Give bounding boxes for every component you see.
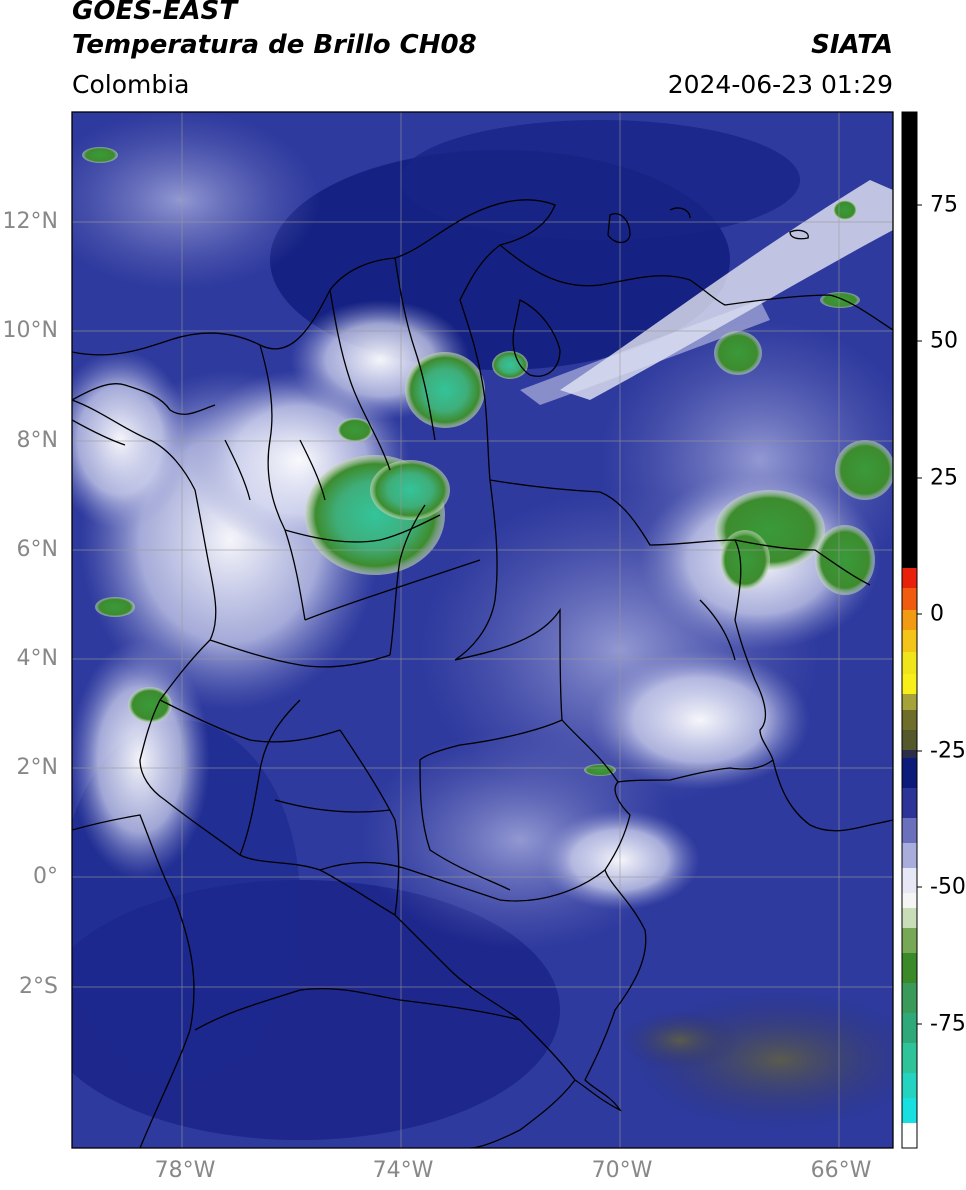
lat-label-12n: 12°N bbox=[2, 209, 58, 234]
region-label: Colombia bbox=[72, 70, 190, 99]
lat-label-10n: 10°N bbox=[2, 318, 58, 343]
lat-label-0: 0° bbox=[33, 864, 58, 889]
lat-label-6n: 6°N bbox=[16, 537, 58, 562]
satellite-title: GOES-EAST bbox=[72, 0, 238, 26]
lon-label-78w: 78°W bbox=[154, 1158, 216, 1183]
colorbar-tick-75: 75 bbox=[930, 192, 958, 218]
colorbar-tick-0: 0 bbox=[930, 601, 944, 627]
colorbar-tick-minus75: -75 bbox=[930, 1011, 966, 1037]
brand-label: SIATA bbox=[811, 30, 893, 60]
colorbar bbox=[901, 111, 922, 1149]
satellite-imagery bbox=[72, 112, 893, 1148]
lat-label-8n: 8°N bbox=[16, 428, 58, 453]
lat-label-4n: 4°N bbox=[16, 646, 58, 671]
timestamp-label: 2024-06-23 01:29 bbox=[667, 70, 893, 99]
colorbar-tick-25: 25 bbox=[930, 465, 958, 491]
political-borders bbox=[72, 199, 893, 1148]
colorbar-tick-minus50: -50 bbox=[930, 874, 966, 900]
lon-label-70w: 70°W bbox=[591, 1158, 653, 1183]
product-title: Temperatura de Brillo CH08 bbox=[72, 30, 477, 60]
lon-label-74w: 74°W bbox=[372, 1158, 434, 1183]
lat-label-2s: 2°S bbox=[19, 974, 58, 999]
colorbar-tick-minus25: -25 bbox=[930, 738, 966, 764]
map-frame bbox=[71, 111, 894, 1149]
lon-label-66w: 66°W bbox=[810, 1158, 872, 1183]
lat-label-2n: 2°N bbox=[16, 755, 58, 780]
colorbar-tick-50: 50 bbox=[930, 328, 958, 354]
